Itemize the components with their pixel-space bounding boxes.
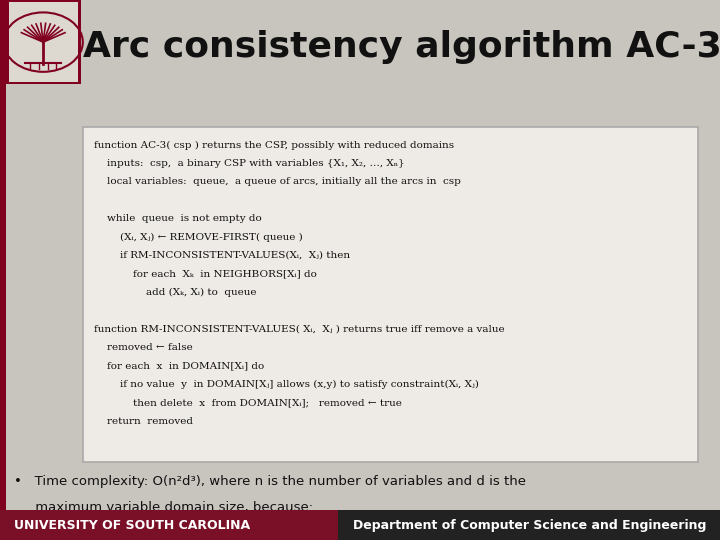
Bar xyxy=(6,0,81,84)
Text: function AC-3( csp ) returns the CSP, possibly with reduced domains: function AC-3( csp ) returns the CSP, po… xyxy=(94,140,454,150)
Text: local variables:  queue,  a queue of arcs, initially all the arcs in  csp: local variables: queue, a queue of arcs,… xyxy=(94,177,461,186)
Bar xyxy=(0,510,338,540)
Text: –   At most O(n²) arcs: – At most O(n²) arcs xyxy=(14,527,173,540)
Text: maximum variable domain size, because:: maximum variable domain size, because: xyxy=(14,501,313,514)
Text: if no value  y  in DOMAIN[Xⱼ] allows (x,y) to satisfy constraint(Xᵢ, Xⱼ): if no value y in DOMAIN[Xⱼ] allows (x,y)… xyxy=(94,380,479,389)
Text: inputs:  csp,  a binary CSP with variables {X₁, X₂, …, Xₙ}: inputs: csp, a binary CSP with variables… xyxy=(94,159,404,168)
Text: Department of Computer Science and Engineering: Department of Computer Science and Engin… xyxy=(353,518,706,532)
Bar xyxy=(9,2,78,82)
Text: function RM-INCONSISTENT-VALUES( Xᵢ,  Xⱼ ) returns true iff remove a value: function RM-INCONSISTENT-VALUES( Xᵢ, Xⱼ … xyxy=(94,325,504,334)
Text: while  queue  is not empty do: while queue is not empty do xyxy=(94,214,261,223)
Text: for each  Xₖ  in NEIGHBORS[Xᵢ] do: for each Xₖ in NEIGHBORS[Xᵢ] do xyxy=(94,269,317,278)
Text: UNIVERSITY OF SOUTH CAROLINA: UNIVERSITY OF SOUTH CAROLINA xyxy=(14,518,251,532)
Text: if RM-INCONSISTENT-VALUES(Xᵢ,  Xⱼ) then: if RM-INCONSISTENT-VALUES(Xᵢ, Xⱼ) then xyxy=(94,251,350,260)
Text: Arc consistency algorithm AC-3: Arc consistency algorithm AC-3 xyxy=(83,30,720,64)
Bar xyxy=(83,127,698,462)
Text: •   Time complexity: O(n²d³), where n is the number of variables and d is the: • Time complexity: O(n²d³), where n is t… xyxy=(14,475,526,488)
Text: then delete  x  from DOMAIN[Xᵢ];   removed ← true: then delete x from DOMAIN[Xᵢ]; removed ←… xyxy=(94,399,402,407)
Text: add (Xₖ, Xᵢ) to  queue: add (Xₖ, Xᵢ) to queue xyxy=(94,288,256,297)
Text: (Xᵢ, Xⱼ) ← REMOVE-FIRST( queue ): (Xᵢ, Xⱼ) ← REMOVE-FIRST( queue ) xyxy=(94,233,302,241)
Bar xyxy=(0,0,6,510)
Text: for each  x  in DOMAIN[Xᵢ] do: for each x in DOMAIN[Xᵢ] do xyxy=(94,361,264,370)
Text: return  removed: return removed xyxy=(94,417,193,426)
Text: removed ← false: removed ← false xyxy=(94,343,192,352)
Bar xyxy=(338,510,720,540)
